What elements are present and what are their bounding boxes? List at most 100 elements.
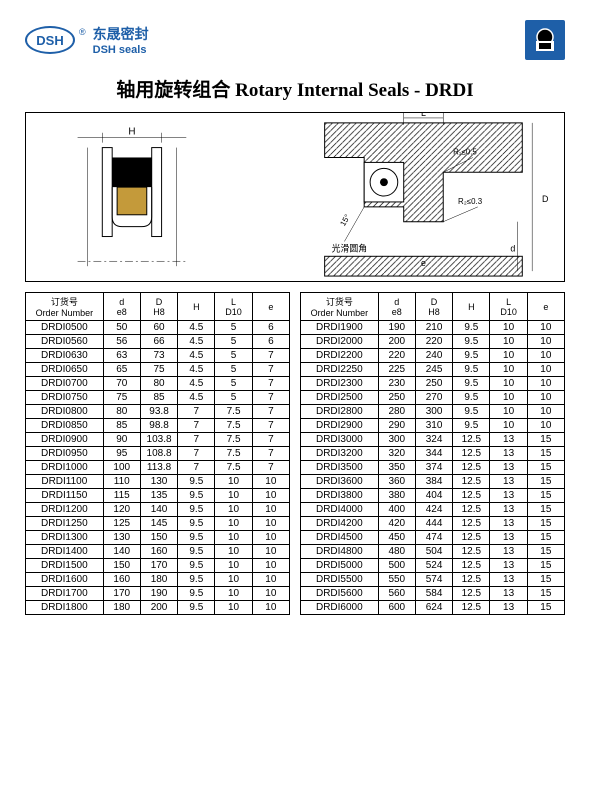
table-cell: DRDI4000 <box>301 503 379 517</box>
table-cell: 584 <box>415 587 452 601</box>
table-cell: 13 <box>490 517 527 531</box>
diagram-label-r2: R₂≤0.3 <box>458 197 483 206</box>
table-row: DRDI300030032412.51315 <box>301 433 565 447</box>
table-cell: DRDI0630 <box>26 349 104 363</box>
table-row: DRDI063063734.557 <box>26 349 290 363</box>
table-cell: 15 <box>527 531 564 545</box>
table-row: DRDI480048050412.51315 <box>301 545 565 559</box>
table-cell: 7 <box>178 447 215 461</box>
table-cell: DRDI0800 <box>26 405 104 419</box>
table-row: DRDI12001201409.51010 <box>26 503 290 517</box>
table-row: DRDI550055057412.51315 <box>301 573 565 587</box>
table-cell: 100 <box>103 461 140 475</box>
table-cell: 13 <box>490 503 527 517</box>
table-row: DRDI08508598.877.57 <box>26 419 290 433</box>
logo-mark: DSH <box>25 26 75 54</box>
table-cell: 320 <box>378 447 415 461</box>
logo-en: DSH seals <box>93 44 149 56</box>
table-cell: 7 <box>252 419 289 433</box>
table-cell: 10 <box>252 559 289 573</box>
table-cell: 85 <box>140 391 177 405</box>
table-cell: 9.5 <box>178 545 215 559</box>
table-cell: 10 <box>252 601 289 615</box>
table-cell: 170 <box>103 587 140 601</box>
table-cell: 95 <box>103 447 140 461</box>
table-cell: 7.5 <box>215 447 252 461</box>
table-cell: 135 <box>140 489 177 503</box>
table-cell: 9.5 <box>178 601 215 615</box>
table-cell: 384 <box>415 475 452 489</box>
table-cell: 13 <box>490 531 527 545</box>
table-cell: DRDI2200 <box>301 349 379 363</box>
table-cell: 4.5 <box>178 335 215 349</box>
table-row: DRDI065065754.557 <box>26 363 290 377</box>
th-D: DH8 <box>415 293 452 321</box>
table-cell: 10 <box>527 419 564 433</box>
table-cell: 350 <box>378 461 415 475</box>
table-cell: 15 <box>527 573 564 587</box>
table-cell: 15 <box>527 433 564 447</box>
table-cell: 15 <box>527 447 564 461</box>
table-cell: 10 <box>215 601 252 615</box>
table-cell: 4.5 <box>178 391 215 405</box>
table-cell: 4.5 <box>178 363 215 377</box>
table-cell: 12.5 <box>453 573 490 587</box>
table-cell: 63 <box>103 349 140 363</box>
table-cell: 80 <box>140 377 177 391</box>
table-cell: 7 <box>252 391 289 405</box>
table-cell: 444 <box>415 517 452 531</box>
table-row: DRDI08008093.877.57 <box>26 405 290 419</box>
table-cell: 7 <box>252 461 289 475</box>
table-cell: 75 <box>103 391 140 405</box>
table-row: DRDI23002302509.51010 <box>301 377 565 391</box>
table-cell: DRDI0560 <box>26 335 104 349</box>
table-cell: 13 <box>490 573 527 587</box>
table-cell: 5 <box>215 377 252 391</box>
table-cell: 85 <box>103 419 140 433</box>
table-cell: 200 <box>140 601 177 615</box>
table-cell: 190 <box>140 587 177 601</box>
table-cell: 344 <box>415 447 452 461</box>
table-cell: 75 <box>140 363 177 377</box>
table-cell: 103.8 <box>140 433 177 447</box>
table-cell: 15 <box>527 545 564 559</box>
th-e: e <box>527 293 564 321</box>
table-cell: 70 <box>103 377 140 391</box>
table-cell: 250 <box>415 377 452 391</box>
table-cell: 10 <box>527 377 564 391</box>
table-cell: 10 <box>490 349 527 363</box>
table-cell: 210 <box>415 321 452 335</box>
table-cell: 4.5 <box>178 321 215 335</box>
table-row: DRDI12501251459.51010 <box>26 517 290 531</box>
table-row: DRDI500050052412.51315 <box>301 559 565 573</box>
table-cell: 66 <box>140 335 177 349</box>
right-table-wrap: 订货号Order Number de8 DH8 H LD10 e DRDI190… <box>300 292 565 615</box>
table-cell: 7 <box>178 419 215 433</box>
table-cell: 150 <box>140 531 177 545</box>
table-cell: 140 <box>103 545 140 559</box>
table-cell: DRDI4500 <box>301 531 379 545</box>
table-cell: 10 <box>215 517 252 531</box>
table-cell: 10 <box>527 363 564 377</box>
diagram-label-l: L <box>421 113 426 118</box>
table-row: DRDI17001701909.51010 <box>26 587 290 601</box>
page-header: DSH ® 东晟密封 DSH seals <box>25 20 565 60</box>
table-cell: 9.5 <box>178 531 215 545</box>
table-cell: 7 <box>252 349 289 363</box>
table-cell: 12.5 <box>453 489 490 503</box>
table-cell: 10 <box>490 377 527 391</box>
table-cell: 400 <box>378 503 415 517</box>
table-cell: DRDI3200 <box>301 447 379 461</box>
table-cell: 10 <box>215 545 252 559</box>
table-cell: 10 <box>215 587 252 601</box>
table-cell: 450 <box>378 531 415 545</box>
table-cell: DRDI1000 <box>26 461 104 475</box>
table-cell: 9.5 <box>453 377 490 391</box>
table-cell: 290 <box>378 419 415 433</box>
table-cell: 180 <box>103 601 140 615</box>
logo: DSH ® 东晟密封 DSH seals <box>25 24 149 56</box>
table-cell: DRDI5600 <box>301 587 379 601</box>
table-cell: DRDI1250 <box>26 517 104 531</box>
table-cell: 13 <box>490 559 527 573</box>
table-cell: 170 <box>140 559 177 573</box>
